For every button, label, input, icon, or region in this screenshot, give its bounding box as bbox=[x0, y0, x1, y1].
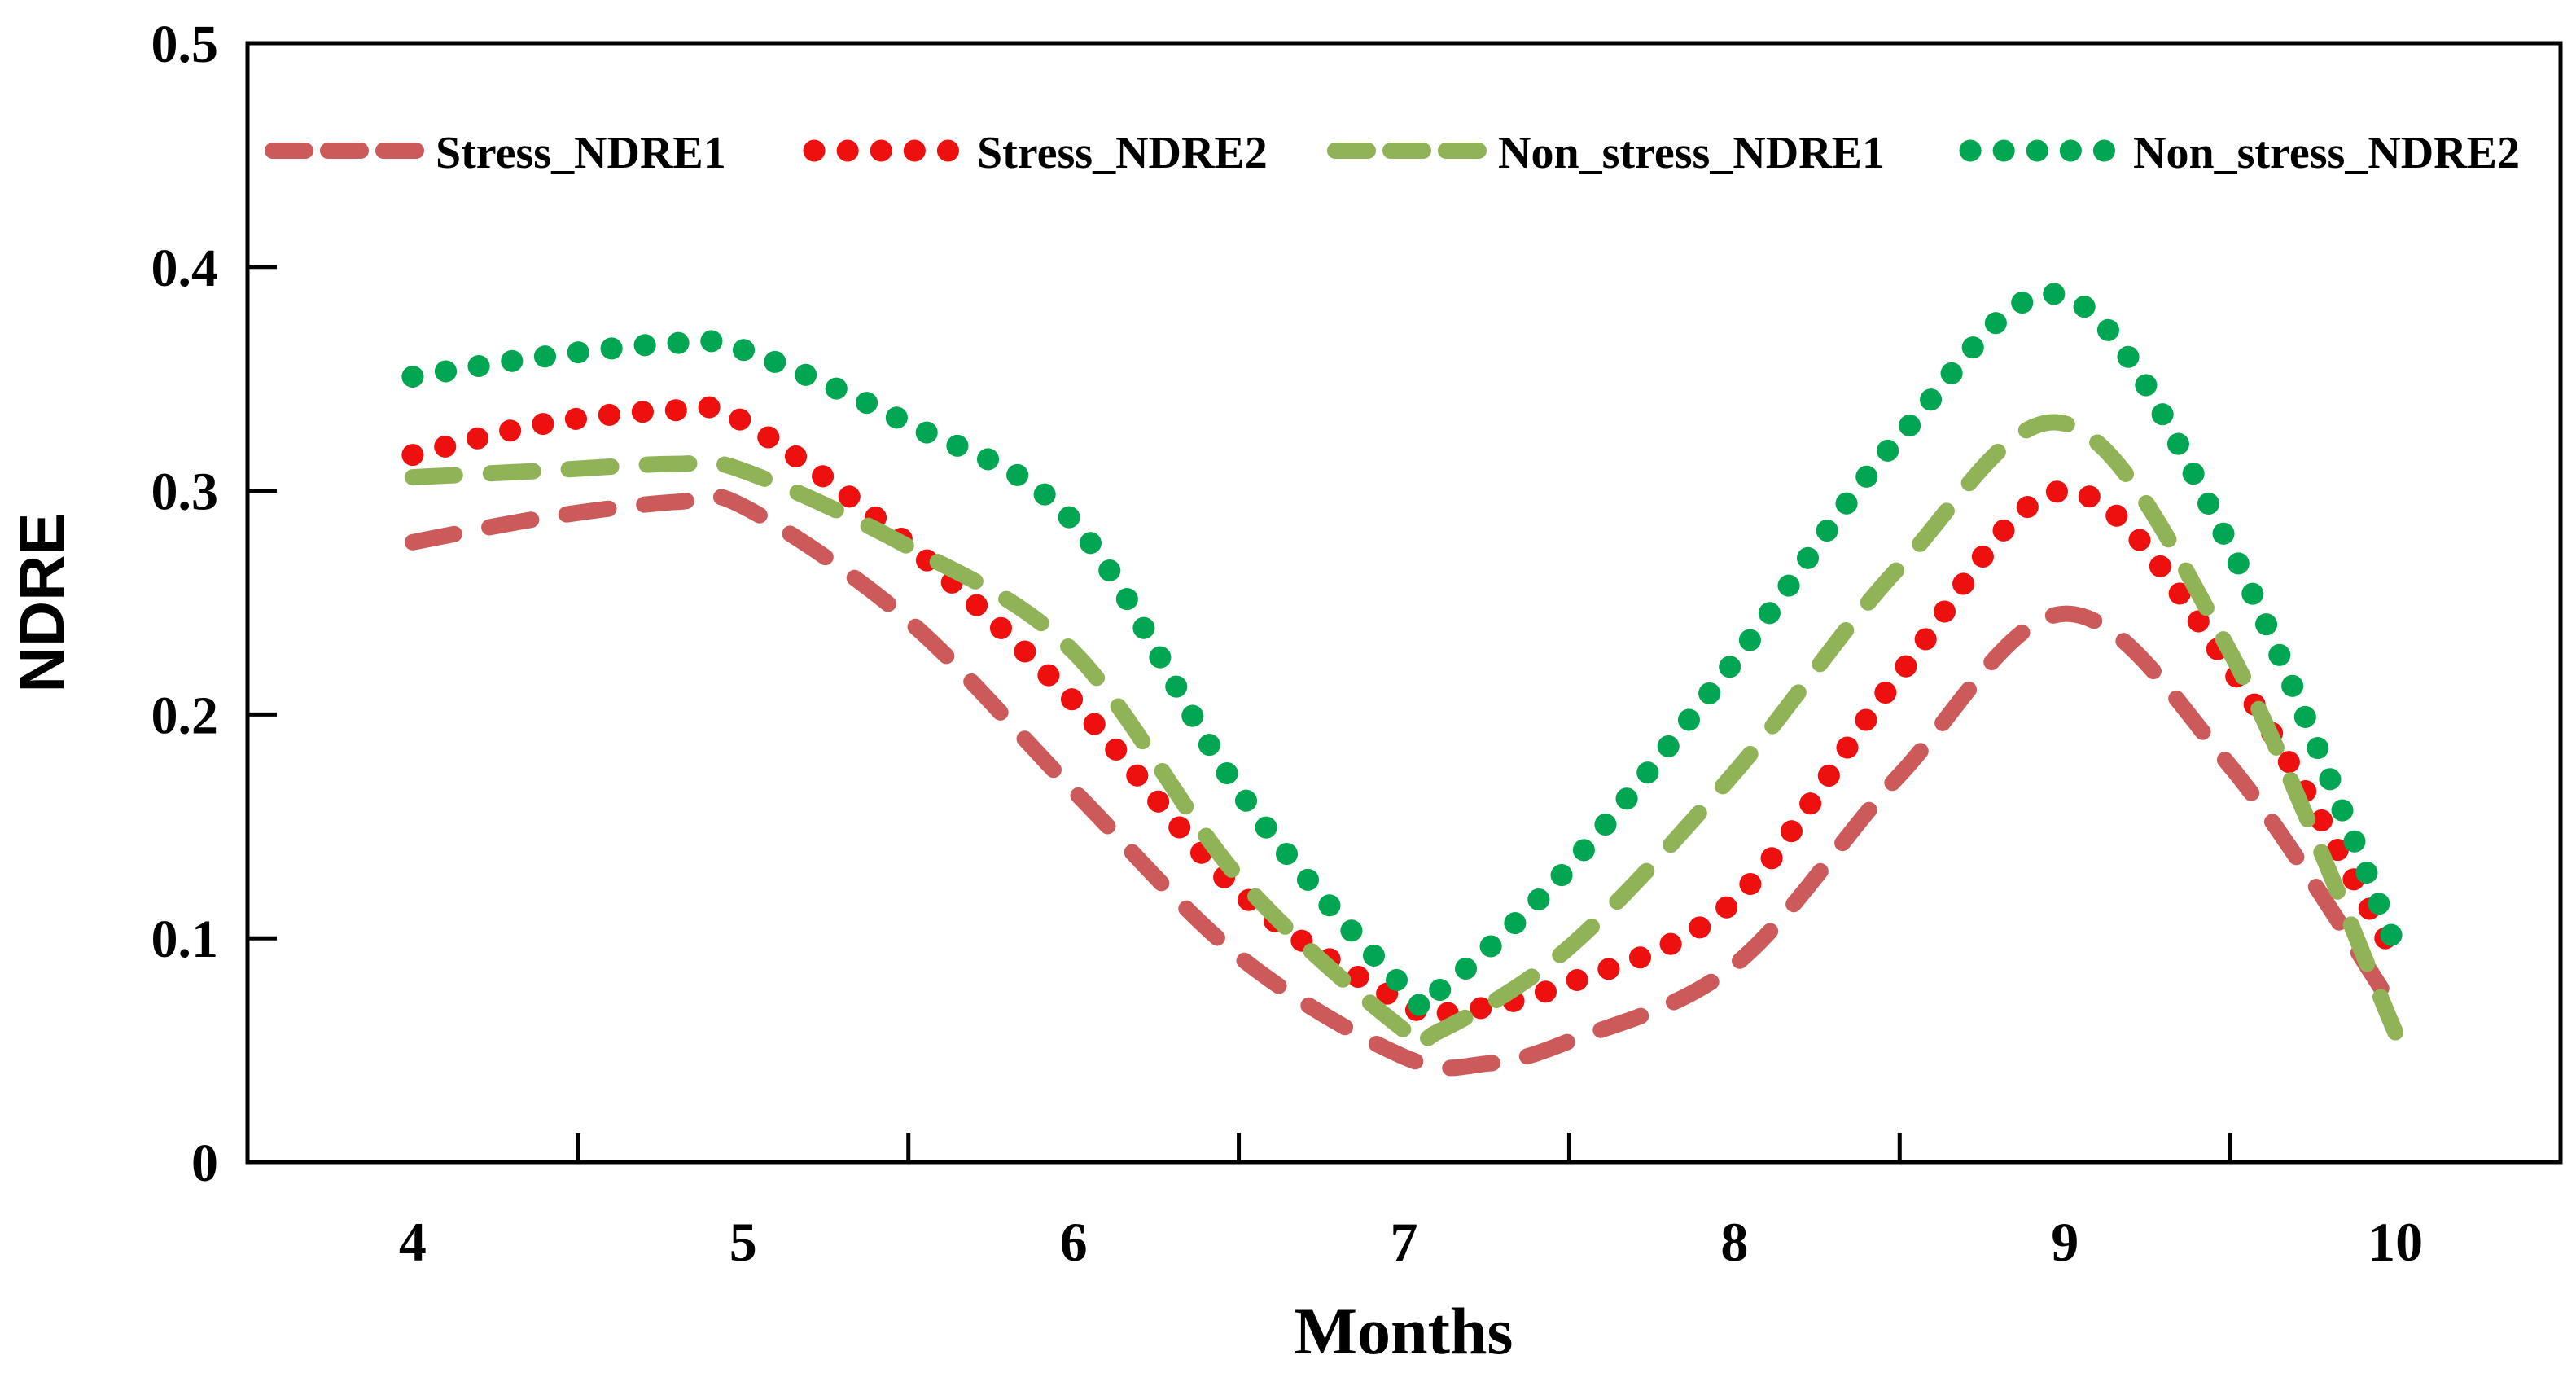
x-tick-label: 9 bbox=[2051, 1211, 2079, 1273]
legend-label-Stress_NDRE1: Stress_NDRE1 bbox=[436, 128, 726, 178]
axis-tick-labels: 0 0.1 0.2 0.3 0.4 0.5 4 5 6 7 8 9 10 bbox=[151, 15, 2424, 1273]
legend-label-Non_stress_NDRE2: Non_stress_NDRE2 bbox=[2133, 128, 2520, 178]
y-tick-label: 0.2 bbox=[151, 686, 219, 745]
x-tick-label: 5 bbox=[729, 1211, 757, 1273]
y-tick-label: 0.1 bbox=[151, 910, 219, 969]
x-tick-label: 7 bbox=[1391, 1211, 1418, 1273]
x-tick-label: 4 bbox=[399, 1211, 427, 1273]
y-tick-label: 0.3 bbox=[151, 463, 219, 522]
series-line-Non_stress_NDRE2 bbox=[401, 283, 2407, 1021]
x-tick-label: 6 bbox=[1060, 1211, 1088, 1273]
legend-label-Stress_NDRE2: Stress_NDRE2 bbox=[977, 128, 1268, 178]
y-axis-title: NDRE bbox=[6, 512, 77, 692]
legend-label-Non_stress_NDRE1: Non_stress_NDRE1 bbox=[1498, 128, 1885, 178]
series-line-Non_stress_NDRE1 bbox=[404, 414, 2404, 1055]
x-tick-label: 10 bbox=[2368, 1211, 2423, 1273]
axis-ticks bbox=[248, 265, 2232, 1162]
x-tick-label: 8 bbox=[1720, 1211, 1748, 1273]
x-axis-title: Months bbox=[1295, 1294, 1514, 1368]
plot-frame bbox=[245, 41, 2563, 1165]
y-tick-label: 0.4 bbox=[151, 239, 219, 298]
series-line-Stress_NDRE2 bbox=[401, 396, 2407, 1028]
legend: Stress_NDRE1 Stress_NDRE2 Non_stress_NDRE1… bbox=[265, 128, 2520, 178]
data-series bbox=[401, 283, 2407, 1077]
y-tick-label: 0.5 bbox=[151, 15, 219, 74]
y-tick-label: 0 bbox=[191, 1134, 218, 1193]
series-line-Stress_NDRE1 bbox=[404, 487, 2404, 1077]
